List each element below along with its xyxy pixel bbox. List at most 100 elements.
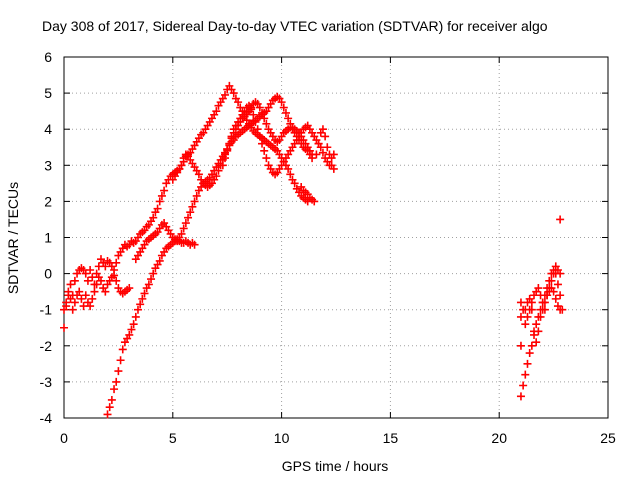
data-point (536, 312, 545, 321)
data-point (556, 215, 565, 224)
data-point (118, 345, 127, 354)
data-point (177, 161, 186, 170)
data-point (96, 276, 105, 285)
series-cluster-g (297, 125, 338, 206)
series-cluster-d (131, 219, 199, 264)
data-point (129, 320, 138, 329)
x-tick-label: 25 (600, 430, 616, 446)
data-point (525, 349, 534, 358)
y-tick-label: 1 (44, 230, 52, 246)
data-point (325, 150, 334, 159)
data-point (281, 108, 290, 117)
data-point (547, 276, 556, 285)
data-point (192, 191, 201, 200)
data-point (221, 90, 230, 99)
data-point (105, 403, 114, 412)
data-point (136, 300, 145, 309)
data-point (516, 392, 525, 401)
data-point (157, 191, 166, 200)
data-point (218, 161, 227, 170)
data-point (540, 298, 549, 307)
x-tick-label: 0 (60, 430, 68, 446)
series-outlier (556, 215, 565, 224)
data-point (107, 395, 116, 404)
x-tick-label: 20 (491, 430, 507, 446)
data-point (212, 107, 221, 116)
data-point (556, 291, 565, 300)
data-point (81, 269, 90, 278)
data-point (521, 320, 530, 329)
x-tick-label: 10 (274, 430, 290, 446)
data-points (60, 81, 567, 419)
data-point (86, 302, 95, 311)
data-point (556, 305, 565, 314)
y-tick-label: -1 (40, 302, 53, 318)
y-tick-label: 5 (44, 85, 52, 101)
data-point (286, 170, 295, 179)
data-point (125, 330, 134, 339)
data-point (194, 170, 203, 179)
data-point (131, 312, 140, 321)
data-point (523, 359, 532, 368)
data-point (188, 202, 197, 211)
data-point (549, 287, 558, 296)
data-point (160, 186, 169, 195)
data-point (110, 385, 119, 394)
data-point (279, 103, 288, 112)
data-point (66, 280, 75, 289)
data-point (186, 208, 195, 217)
data-point (290, 179, 299, 188)
data-point (181, 219, 190, 228)
data-point (149, 213, 158, 222)
data-point (258, 139, 267, 148)
data-point (144, 280, 153, 289)
data-point (556, 269, 565, 278)
data-point (227, 132, 236, 141)
data-point (329, 164, 338, 173)
data-point (532, 320, 541, 329)
data-point (277, 98, 286, 107)
data-point (81, 291, 90, 300)
data-point (125, 284, 134, 293)
data-point (149, 269, 158, 278)
data-point (90, 287, 99, 296)
data-point (60, 323, 68, 332)
data-point (251, 117, 260, 126)
y-tick-label: 3 (44, 157, 52, 173)
data-point (284, 164, 293, 173)
data-point (225, 139, 234, 148)
y-tick-labels: -4 -3 -2 -1 0 1 2 3 4 5 6 (40, 49, 53, 426)
y-tick-label: -2 (40, 338, 53, 354)
data-point (262, 154, 271, 163)
y-tick-label: 4 (44, 121, 52, 137)
data-point (103, 410, 112, 419)
data-point (62, 298, 71, 307)
data-point (190, 197, 199, 206)
data-point (68, 305, 77, 314)
data-point (516, 341, 525, 350)
data-point (70, 298, 79, 307)
data-point (112, 276, 121, 285)
data-point (212, 172, 221, 181)
data-point (314, 139, 323, 148)
data-point (260, 146, 269, 155)
data-point (312, 150, 321, 159)
data-point (527, 341, 536, 350)
data-point (116, 356, 125, 365)
data-point (75, 287, 84, 296)
chart-title: Day 308 of 2017, Sidereal Day-to-day VTE… (42, 18, 548, 34)
series-cluster-j (521, 284, 565, 347)
data-point (133, 305, 142, 314)
data-point (534, 327, 543, 336)
data-point (284, 114, 293, 123)
data-point (177, 229, 186, 238)
x-tick-label: 15 (383, 430, 399, 446)
data-point (553, 280, 562, 289)
data-point (523, 312, 532, 321)
data-point (318, 125, 327, 134)
data-point (112, 377, 121, 386)
data-point (249, 110, 258, 119)
data-point (138, 294, 147, 303)
